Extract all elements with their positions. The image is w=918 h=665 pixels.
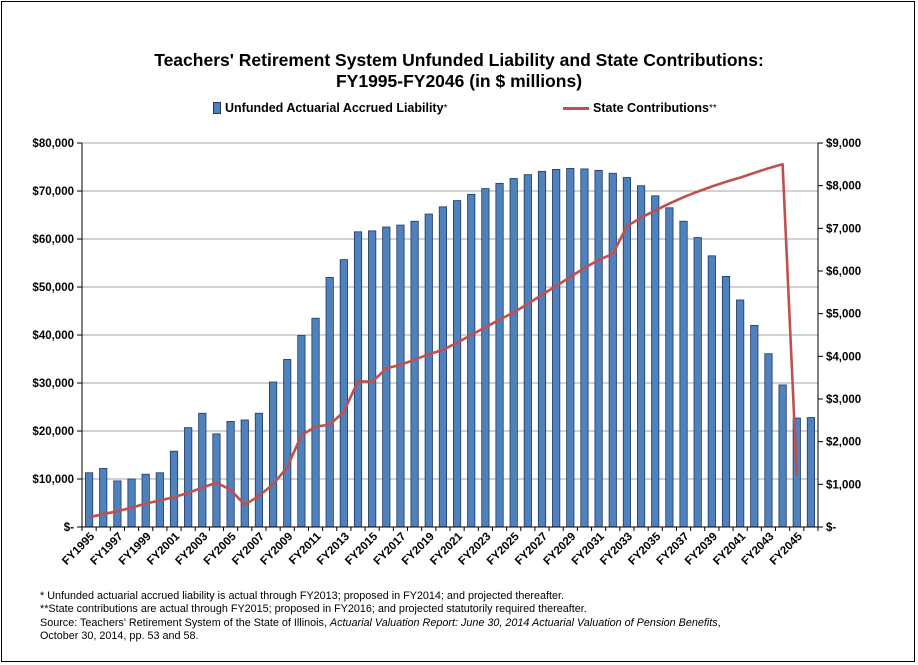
- right-axis-tick-label: $1,000: [826, 479, 861, 491]
- bar: [665, 207, 674, 528]
- legend-line-swatch: [563, 106, 589, 110]
- bar: [127, 478, 136, 528]
- footnote-contributions: **State contributions are actual through…: [40, 603, 587, 616]
- bar: [594, 169, 603, 528]
- x-axis-tick-label: FY2045: [768, 530, 805, 567]
- bar: [552, 168, 561, 528]
- legend-label-contributions: State Contributions: [593, 101, 709, 115]
- source-suffix: ,: [717, 616, 721, 629]
- right-axis-tick-label: $4,000: [826, 351, 861, 363]
- legend-item-contributions: State Contributions **: [563, 101, 717, 115]
- right-axis-tick-label: $6,000: [826, 266, 861, 278]
- footnotes: * Unfunded actuarial accrued liability i…: [40, 590, 721, 643]
- bar: [467, 193, 476, 528]
- chart-title-line1: Teachers' Retirement System Unfunded Lia…: [154, 50, 764, 70]
- footnote-liability: * Unfunded actuarial accrued liability i…: [40, 590, 564, 602]
- left-axis-tick-label: $70,000: [32, 186, 74, 198]
- bar: [311, 317, 320, 528]
- chart-title-line2: FY1995-FY2046 (in $ millions): [335, 71, 583, 91]
- left-axis-tick-label: $20,000: [32, 426, 74, 438]
- bar: [481, 188, 490, 528]
- legend-label-liability: Unfunded Actuarial Accrued Liability: [225, 101, 444, 115]
- bar: [169, 450, 179, 528]
- bar: [537, 170, 547, 528]
- right-axis-tick-label: $3,000: [826, 394, 861, 406]
- bar: [679, 220, 688, 528]
- left-axis-tick-label: $80,000: [32, 138, 74, 150]
- bar: [636, 185, 646, 528]
- bar: [452, 200, 462, 528]
- bar: [736, 299, 745, 528]
- bar: [141, 473, 150, 528]
- left-axis-tick-label: $30,000: [32, 378, 74, 390]
- bar: [254, 412, 264, 528]
- left-axis-tick-label: $10,000: [32, 474, 74, 486]
- bar: [707, 255, 716, 528]
- bar: [84, 472, 94, 528]
- bar: [608, 172, 617, 528]
- legend-marker-contributions: **: [708, 102, 717, 114]
- bar: [424, 213, 433, 528]
- bar: [268, 381, 278, 528]
- bar: [509, 178, 518, 528]
- legend-marker-liability: *: [443, 102, 448, 114]
- bar: [651, 195, 660, 528]
- bar: [353, 231, 363, 528]
- right-axis-tick-label: $-: [826, 522, 836, 534]
- bar: [580, 168, 589, 528]
- bar: [410, 220, 419, 528]
- bar: [566, 168, 575, 528]
- bar: [325, 276, 334, 528]
- left-axis-tick-label: $60,000: [32, 234, 74, 246]
- bar: [113, 480, 122, 528]
- bar: [184, 427, 193, 528]
- state-contributions-line: [88, 163, 799, 519]
- right-axis-tick-label: $8,000: [826, 181, 861, 193]
- right-axis-tick-label: $2,000: [826, 437, 861, 449]
- bar: [721, 276, 731, 528]
- bar: [495, 182, 504, 528]
- source-prefix: Source: Teachers' Retirement System of t…: [40, 616, 330, 629]
- left-axis-tick-label: $40,000: [32, 330, 74, 342]
- bar: [806, 417, 816, 528]
- right-axis-tick-label: $5,000: [826, 309, 861, 321]
- bar: [693, 237, 702, 528]
- bar: [382, 226, 391, 528]
- bar: [396, 224, 405, 528]
- left-axis-tick-label: $50,000: [32, 282, 74, 294]
- legend-item-liability: Unfunded Actuarial Accrued Liability *: [213, 101, 447, 115]
- bar: [778, 384, 787, 528]
- bar: [438, 206, 448, 528]
- bar: [226, 420, 235, 528]
- bar: [198, 412, 207, 528]
- legend-bar-swatch: [213, 102, 221, 114]
- bar: [339, 259, 348, 528]
- bar: [523, 174, 532, 528]
- source-date: October 30, 2014, pp. 53 and 58.: [40, 629, 199, 642]
- bar: [750, 324, 759, 528]
- source-line: Source: Teachers' Retirement System of t…: [40, 617, 721, 630]
- right-axis-tick-label: $7,000: [826, 223, 861, 235]
- bar: [99, 468, 108, 528]
- bar: [283, 359, 292, 528]
- source-title: Actuarial Valuation Report: June 30, 201…: [329, 616, 718, 629]
- bar: [212, 433, 221, 528]
- legend: Unfunded Actuarial Accrued Liability * St…: [0, 101, 918, 119]
- bar: [297, 335, 306, 528]
- bar: [240, 419, 249, 528]
- bar: [764, 353, 773, 528]
- right-axis-tick-label: $9,000: [826, 138, 861, 150]
- left-axis-tick-label: $-: [64, 522, 74, 534]
